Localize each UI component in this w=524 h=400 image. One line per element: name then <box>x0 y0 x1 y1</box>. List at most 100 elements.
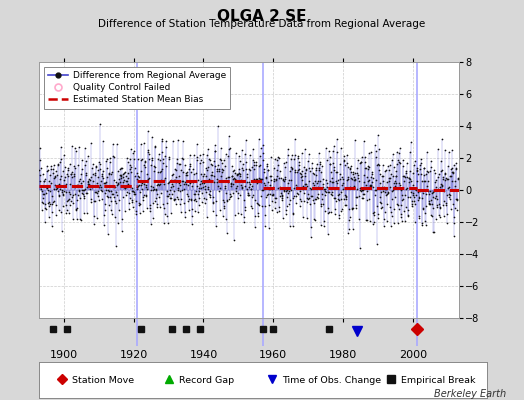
Point <box>151 164 159 170</box>
Text: 1900: 1900 <box>50 350 78 360</box>
Point <box>181 179 189 186</box>
Point <box>197 184 205 191</box>
Point <box>145 151 154 157</box>
Point <box>247 204 256 211</box>
Point <box>368 179 377 185</box>
Point <box>365 150 373 157</box>
Point <box>299 190 308 196</box>
Point <box>167 195 176 201</box>
Point <box>355 184 364 191</box>
Point <box>283 152 292 158</box>
Point <box>160 211 169 218</box>
Point <box>390 219 399 226</box>
Point <box>179 178 187 184</box>
Point <box>225 144 234 151</box>
Point <box>330 143 338 149</box>
Point <box>400 218 409 224</box>
Point <box>176 161 184 167</box>
Point <box>162 200 171 206</box>
Point <box>69 216 78 222</box>
Point <box>445 149 453 155</box>
Point <box>119 179 128 186</box>
Point <box>158 148 167 155</box>
Point <box>296 188 304 194</box>
Point <box>299 183 307 190</box>
Point <box>383 179 391 185</box>
Point <box>292 181 301 188</box>
Point <box>231 176 239 182</box>
Point <box>51 174 59 180</box>
Point <box>356 159 364 166</box>
Point <box>304 158 312 164</box>
Point <box>346 169 355 176</box>
Point <box>97 171 106 178</box>
Point <box>188 206 196 213</box>
Point <box>327 191 335 198</box>
Point <box>79 178 87 184</box>
Point <box>440 213 448 219</box>
Point <box>264 179 272 185</box>
Point <box>408 198 416 205</box>
Point <box>115 207 123 213</box>
Point <box>335 215 343 221</box>
Point <box>47 166 55 172</box>
Point <box>339 180 347 186</box>
Point <box>126 162 134 168</box>
Point <box>373 203 381 210</box>
Point <box>185 180 194 186</box>
Point <box>350 182 358 189</box>
Point <box>277 192 286 198</box>
Point <box>210 172 218 179</box>
Point <box>125 190 133 196</box>
Point <box>324 209 333 216</box>
Point <box>451 178 460 184</box>
Point <box>111 184 119 190</box>
Point <box>413 168 422 174</box>
Point <box>148 154 157 161</box>
Point <box>392 161 401 167</box>
Point <box>151 195 160 202</box>
Point <box>438 136 446 143</box>
Point <box>273 167 281 174</box>
Point <box>359 179 368 185</box>
Point <box>214 162 223 168</box>
Point <box>364 163 373 170</box>
Point <box>441 177 449 183</box>
Point <box>332 180 341 186</box>
Point <box>119 171 127 177</box>
Point <box>41 175 49 182</box>
Point <box>53 188 62 194</box>
Point <box>101 190 110 196</box>
Point <box>267 192 276 198</box>
Point <box>283 187 291 193</box>
Point <box>315 150 323 156</box>
Point <box>207 161 215 167</box>
Point <box>298 150 307 156</box>
Point <box>205 188 214 194</box>
Point <box>399 157 408 164</box>
Point <box>386 203 395 210</box>
Point <box>308 193 316 200</box>
Point <box>61 174 69 181</box>
Point <box>428 200 436 207</box>
Point <box>286 223 294 229</box>
Point <box>423 182 431 189</box>
Point <box>201 165 210 171</box>
Point <box>141 184 150 190</box>
Point <box>369 221 377 228</box>
Point <box>273 156 281 163</box>
Point <box>311 196 319 202</box>
Point <box>190 190 198 197</box>
Point <box>123 188 131 195</box>
Text: Empirical Break: Empirical Break <box>401 376 475 385</box>
Point <box>338 174 346 180</box>
Point <box>155 157 163 164</box>
Point <box>277 185 286 192</box>
Point <box>125 200 134 206</box>
Point <box>185 196 193 202</box>
Point <box>122 192 130 198</box>
Point <box>53 184 61 191</box>
Point <box>58 228 67 235</box>
Point <box>364 166 372 172</box>
Point <box>183 169 191 175</box>
